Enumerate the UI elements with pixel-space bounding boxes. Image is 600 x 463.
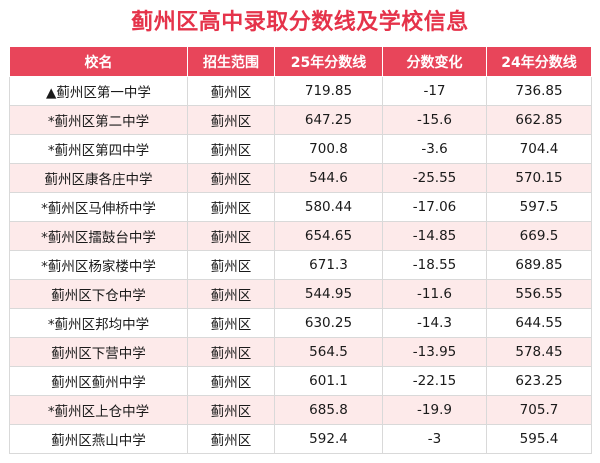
score-2025-cell: 592.4 [274, 424, 383, 454]
score-2024-cell: 669.5 [486, 221, 592, 251]
score-change-cell: -19.9 [382, 395, 487, 425]
score-2025-cell: 647.25 [274, 105, 383, 135]
score-2024-cell: 644.55 [486, 308, 592, 338]
score-table: 校名 招生范围 25年分数线 分数变化 24年分数线 ▲蓟州区第一中学 蓟州区 71… [9, 46, 592, 454]
score-2025-cell: 544.6 [274, 163, 383, 193]
table-row: *蓟州区杨家楼中学 蓟州区 671.3 -18.55 689.85 [9, 250, 592, 280]
score-2024-cell: 736.85 [486, 76, 592, 106]
score-change-cell: -15.6 [382, 105, 487, 135]
score-2025-cell: 544.95 [274, 279, 383, 309]
score-change-cell: -3.6 [382, 134, 487, 164]
score-change-cell: -17.06 [382, 192, 487, 222]
score-change-cell: -13.95 [382, 337, 487, 367]
score-change-cell: -14.85 [382, 221, 487, 251]
score-2025-cell: 719.85 [274, 76, 383, 106]
score-2025-cell: 564.5 [274, 337, 383, 367]
enrollment-area-cell: 蓟州区 [187, 76, 275, 106]
table-header-row: 校名 招生范围 25年分数线 分数变化 24年分数线 [9, 46, 592, 77]
school-name-cell: 蓟州区蓟州中学 [9, 366, 188, 396]
score-2025-cell: 630.25 [274, 308, 383, 338]
table-row: 蓟州区下营中学 蓟州区 564.5 -13.95 578.45 [9, 337, 592, 367]
school-name-cell: 蓟州区下仓中学 [9, 279, 188, 309]
score-change-cell: -17 [382, 76, 487, 106]
score-2024-cell: 556.55 [486, 279, 592, 309]
score-2024-cell: 662.85 [486, 105, 592, 135]
score-change-cell: -25.55 [382, 163, 487, 193]
school-name-cell: *蓟州区杨家楼中学 [9, 250, 188, 280]
table-row: *蓟州区马伸桥中学 蓟州区 580.44 -17.06 597.5 [9, 192, 592, 222]
header-school-name: 校名 [9, 46, 188, 77]
enrollment-area-cell: 蓟州区 [187, 250, 275, 280]
enrollment-area-cell: 蓟州区 [187, 192, 275, 222]
score-change-cell: -18.55 [382, 250, 487, 280]
school-name-cell: *蓟州区第四中学 [9, 134, 188, 164]
school-name-cell: 蓟州区下营中学 [9, 337, 188, 367]
school-name-cell: *蓟州区上仓中学 [9, 395, 188, 425]
table-body: ▲蓟州区第一中学 蓟州区 719.85 -17 736.85 *蓟州区第二中学 蓟州区 647… [9, 76, 592, 454]
school-name-cell: *蓟州区擂鼓台中学 [9, 221, 188, 251]
score-2025-cell: 671.3 [274, 250, 383, 280]
score-2025-cell: 700.8 [274, 134, 383, 164]
enrollment-area-cell: 蓟州区 [187, 308, 275, 338]
score-change-cell: -11.6 [382, 279, 487, 309]
table-row: 蓟州区康各庄中学 蓟州区 544.6 -25.55 570.15 [9, 163, 592, 193]
enrollment-area-cell: 蓟州区 [187, 105, 275, 135]
enrollment-area-cell: 蓟州区 [187, 395, 275, 425]
score-change-cell: -14.3 [382, 308, 487, 338]
table-row: 蓟州区下仓中学 蓟州区 544.95 -11.6 556.55 [9, 279, 592, 309]
table-row: *蓟州区擂鼓台中学 蓟州区 654.65 -14.85 669.5 [9, 221, 592, 251]
score-2025-cell: 601.1 [274, 366, 383, 396]
page-title: 蓟州区高中录取分数线及学校信息 [131, 10, 469, 35]
score-2025-cell: 685.8 [274, 395, 383, 425]
table-row: *蓟州区第二中学 蓟州区 647.25 -15.6 662.85 [9, 105, 592, 135]
enrollment-area-cell: 蓟州区 [187, 134, 275, 164]
school-name-cell: *蓟州区邦均中学 [9, 308, 188, 338]
score-2024-cell: 705.7 [486, 395, 592, 425]
table-row: ▲蓟州区第一中学 蓟州区 719.85 -17 736.85 [9, 76, 592, 106]
school-name-cell: *蓟州区马伸桥中学 [9, 192, 188, 222]
table-row: 蓟州区燕山中学 蓟州区 592.4 -3 595.4 [9, 424, 592, 454]
header-enrollment-area: 招生范围 [187, 46, 275, 77]
score-2024-cell: 689.85 [486, 250, 592, 280]
header-score-change: 分数变化 [382, 46, 487, 77]
enrollment-area-cell: 蓟州区 [187, 366, 275, 396]
table-row: *蓟州区邦均中学 蓟州区 630.25 -14.3 644.55 [9, 308, 592, 338]
school-name-cell: *蓟州区第二中学 [9, 105, 188, 135]
score-2024-cell: 704.4 [486, 134, 592, 164]
table-row: *蓟州区第四中学 蓟州区 700.8 -3.6 704.4 [9, 134, 592, 164]
header-score-2025: 25年分数线 [274, 46, 383, 77]
enrollment-area-cell: 蓟州区 [187, 279, 275, 309]
score-change-cell: -22.15 [382, 366, 487, 396]
score-2024-cell: 597.5 [486, 192, 592, 222]
school-name-cell: 蓟州区康各庄中学 [9, 163, 188, 193]
enrollment-area-cell: 蓟州区 [187, 163, 275, 193]
enrollment-area-cell: 蓟州区 [187, 337, 275, 367]
score-2024-cell: 595.4 [486, 424, 592, 454]
enrollment-area-cell: 蓟州区 [187, 221, 275, 251]
score-2024-cell: 623.25 [486, 366, 592, 396]
score-2024-cell: 578.45 [486, 337, 592, 367]
score-2024-cell: 570.15 [486, 163, 592, 193]
school-name-cell: ▲蓟州区第一中学 [9, 76, 188, 106]
enrollment-area-cell: 蓟州区 [187, 424, 275, 454]
table-row: *蓟州区上仓中学 蓟州区 685.8 -19.9 705.7 [9, 395, 592, 425]
score-2025-cell: 580.44 [274, 192, 383, 222]
school-name-cell: 蓟州区燕山中学 [9, 424, 188, 454]
header-score-2024: 24年分数线 [486, 46, 592, 77]
score-2025-cell: 654.65 [274, 221, 383, 251]
score-change-cell: -3 [382, 424, 487, 454]
table-row: 蓟州区蓟州中学 蓟州区 601.1 -22.15 623.25 [9, 366, 592, 396]
